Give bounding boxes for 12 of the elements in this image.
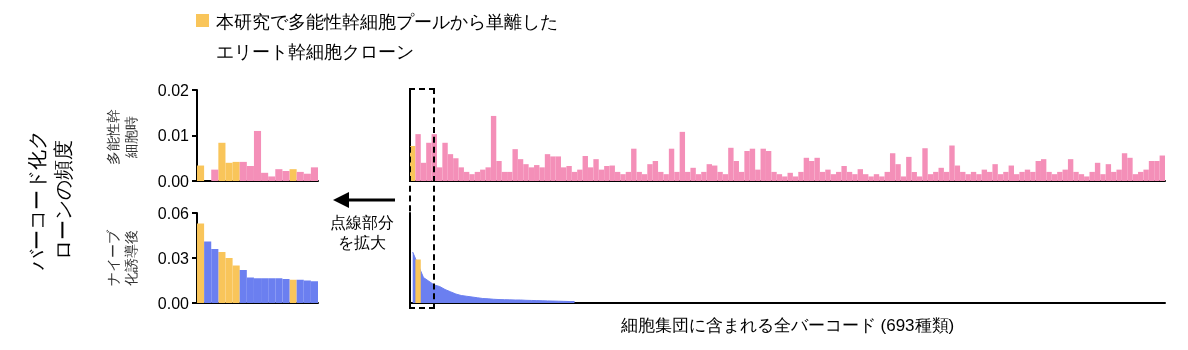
y-tick-label: 0.00 — [157, 172, 190, 190]
legend-label: 本研究で多能性幹細胞プールから単離したエリート幹細胞クローン — [216, 11, 559, 64]
y-axis-title: 多能性幹細胞時 — [103, 108, 140, 167]
y-tick-label: 0.06 — [157, 204, 190, 222]
y-tick-label: 0.02 — [157, 81, 190, 99]
y-tick-label: 0.00 — [157, 294, 190, 312]
y-tick-label: 0.01 — [157, 127, 190, 144]
x-axis-title: 細胞集団に含まれる全バーコード (693種類) — [619, 316, 955, 335]
y-tick-label: 0.03 — [157, 249, 190, 267]
text: 点線部分を拡大 — [330, 212, 394, 253]
text: バーコード化クローンの頻度 — [25, 129, 75, 272]
y-axis-title: ナイーブ化誘導後 — [103, 229, 140, 288]
